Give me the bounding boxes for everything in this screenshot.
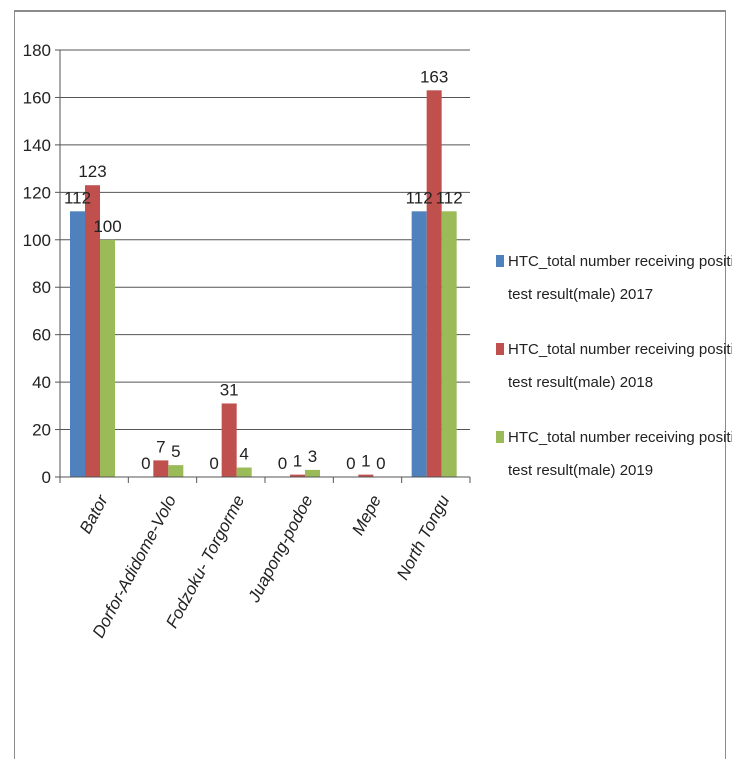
data-label: 163 [420, 67, 448, 86]
bar [100, 239, 115, 477]
bar [236, 467, 252, 477]
bar [411, 211, 427, 478]
gridlines [60, 49, 470, 431]
bar [305, 469, 320, 477]
y-tick-label: 0 [42, 468, 51, 487]
data-label: 100 [93, 217, 121, 236]
bars [70, 90, 457, 478]
legend: HTC_total number receiving positive test … [496, 253, 732, 479]
y-tick-label: 60 [32, 326, 51, 345]
y-tick-label: 80 [32, 278, 51, 297]
bar [441, 211, 457, 478]
data-label: 112 [64, 188, 91, 207]
data-label: 4 [239, 445, 248, 464]
legend-entry-label: test result(male) 2017 [508, 286, 653, 303]
legend-entry-label: test result(male) 2018 [508, 374, 653, 391]
legend-entry-label: HTC_total number receiving positive [508, 253, 732, 270]
bar [85, 185, 100, 477]
data-label: 1 [293, 452, 302, 471]
data-label: 112 [406, 188, 433, 207]
data-label: 5 [171, 442, 180, 461]
bar [153, 460, 169, 477]
data-label: 1 [361, 452, 370, 471]
data-label: 3 [308, 447, 317, 466]
axes [59, 50, 471, 483]
y-tick-label: 100 [23, 231, 51, 250]
bar [70, 211, 85, 478]
data-label: 0 [346, 454, 355, 473]
y-tick-label: 160 [23, 88, 51, 107]
x-category-label: Fodzoku- Torgorme [162, 492, 248, 631]
legend-entry-label: HTC_total number receiving positive [508, 429, 732, 446]
chart-frame [14, 10, 726, 759]
data-label: 0 [141, 454, 150, 473]
y-axis-ticks: 0 20 40 60 80 100 120 140 160 180 [23, 41, 60, 487]
y-tick-label: 120 [23, 183, 51, 202]
data-label: 112 [436, 188, 463, 207]
legend-swatch [496, 431, 504, 443]
bar [426, 90, 442, 478]
bar [358, 474, 374, 477]
bar [290, 474, 305, 477]
data-label: 0 [278, 454, 287, 473]
y-tick-label: 40 [32, 373, 51, 392]
bar [221, 403, 237, 477]
data-label: 7 [156, 437, 165, 456]
data-label: 123 [78, 162, 106, 181]
x-category-label: Juapong-podoe [244, 492, 317, 606]
y-tick-label: 20 [32, 421, 51, 440]
x-category-label: Bator [76, 491, 112, 537]
y-tick-label: 140 [23, 136, 51, 155]
data-label: 31 [220, 380, 239, 399]
data-label: 0 [376, 454, 385, 473]
x-category-label: North Tongu [393, 491, 454, 582]
legend-swatch [496, 343, 504, 355]
bar [168, 465, 184, 477]
data-label: 0 [209, 454, 218, 473]
legend-entry-label: HTC_total number receiving positive [508, 341, 732, 358]
y-tick-label: 180 [23, 41, 51, 60]
legend-swatch [496, 255, 504, 267]
legend-entry-label: test result(male) 2019 [508, 462, 653, 479]
x-category-label: Mepe [348, 492, 385, 538]
